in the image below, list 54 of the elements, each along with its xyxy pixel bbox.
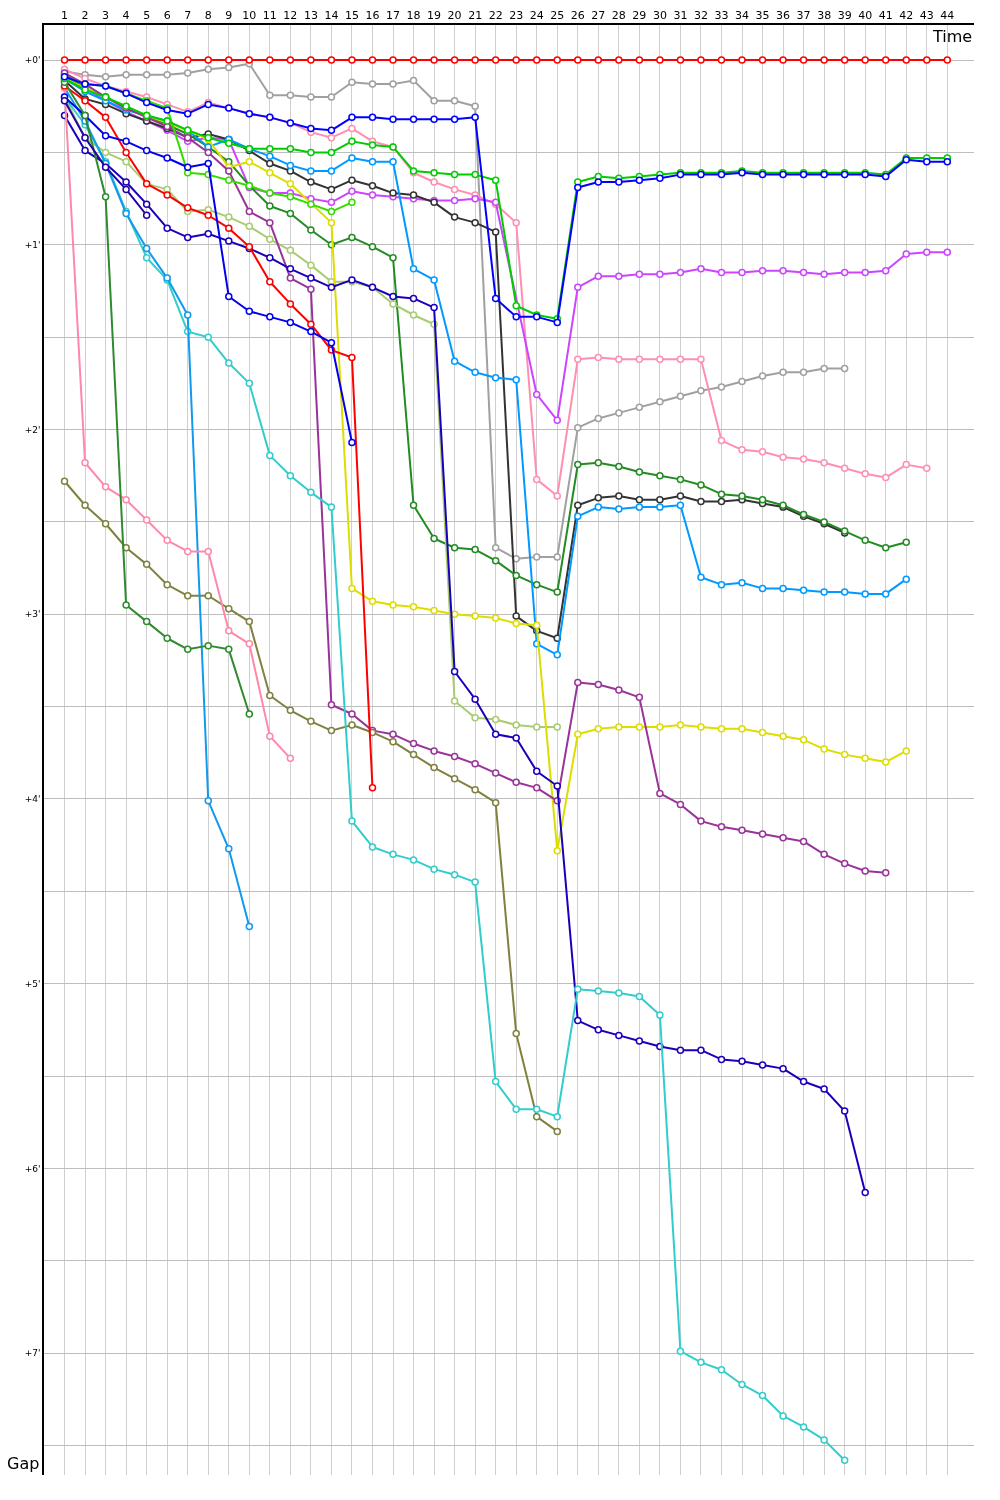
x-tick-label: 36	[776, 8, 791, 22]
x-tick-label: 1	[61, 8, 69, 22]
x-tick-label: 34	[735, 8, 750, 22]
x-axis-title: Time	[932, 27, 973, 46]
x-tick-label: 13	[303, 8, 318, 22]
x-tick-label: 26	[570, 8, 585, 22]
x-tick-label: 4	[122, 8, 130, 22]
y-tick-label: +6'	[24, 1163, 41, 1174]
x-tick-label: 15	[344, 8, 359, 22]
x-tick-label: 33	[714, 8, 729, 22]
y-tick-label: +0'	[24, 55, 41, 66]
x-tick-label: 9	[225, 8, 233, 22]
x-tick-label: 11	[262, 8, 277, 22]
x-tick-label: 19	[427, 8, 442, 22]
x-tick-label: 38	[817, 8, 832, 22]
x-tick-label: 30	[652, 8, 667, 22]
x-tick-label: 3	[102, 8, 110, 22]
y-tick-label: +3'	[24, 609, 41, 620]
x-tick-label: 41	[878, 8, 893, 22]
y-tick-label: +1'	[24, 239, 41, 250]
x-tick-label: 28	[611, 8, 626, 22]
x-tick-label: 27	[591, 8, 606, 22]
x-tick-label: 21	[468, 8, 483, 22]
x-tick-label: 32	[693, 8, 708, 22]
x-tick-label: 6	[163, 8, 171, 22]
x-tick-label: 44	[940, 8, 955, 22]
x-tick-label: 5	[143, 8, 151, 22]
x-tick-label: 43	[919, 8, 934, 22]
x-tick-label: 7	[184, 8, 192, 22]
y-tick-label: +4'	[24, 794, 41, 805]
x-tick-label: 2	[81, 8, 89, 22]
x-tick-label: 17	[386, 8, 401, 22]
x-tick-label: 37	[796, 8, 811, 22]
x-tick-label: 29	[632, 8, 647, 22]
x-tick-label: 16	[365, 8, 380, 22]
y-tick-label: +7'	[24, 1348, 41, 1359]
x-tick-label: 20	[447, 8, 462, 22]
x-tick-label: 25	[550, 8, 565, 22]
x-tick-label: 35	[755, 8, 770, 22]
x-tick-label: 24	[529, 8, 544, 22]
x-tick-label: 31	[673, 8, 688, 22]
y-tick-label: +2'	[24, 424, 41, 435]
x-tick-label: 14	[324, 8, 339, 22]
x-tick-label: 23	[509, 8, 524, 22]
x-tick-label: 18	[406, 8, 421, 22]
x-tick-label: 39	[837, 8, 852, 22]
x-tick-label: 8	[204, 8, 212, 22]
x-tick-label: 10	[242, 8, 257, 22]
x-tick-label: 22	[488, 8, 503, 22]
x-tick-label: 12	[283, 8, 298, 22]
y-tick-label: +5'	[24, 978, 41, 989]
x-tick-label: 40	[858, 8, 873, 22]
x-tick-label: 42	[899, 8, 914, 22]
y-axis-title: Gap	[7, 1454, 40, 1473]
